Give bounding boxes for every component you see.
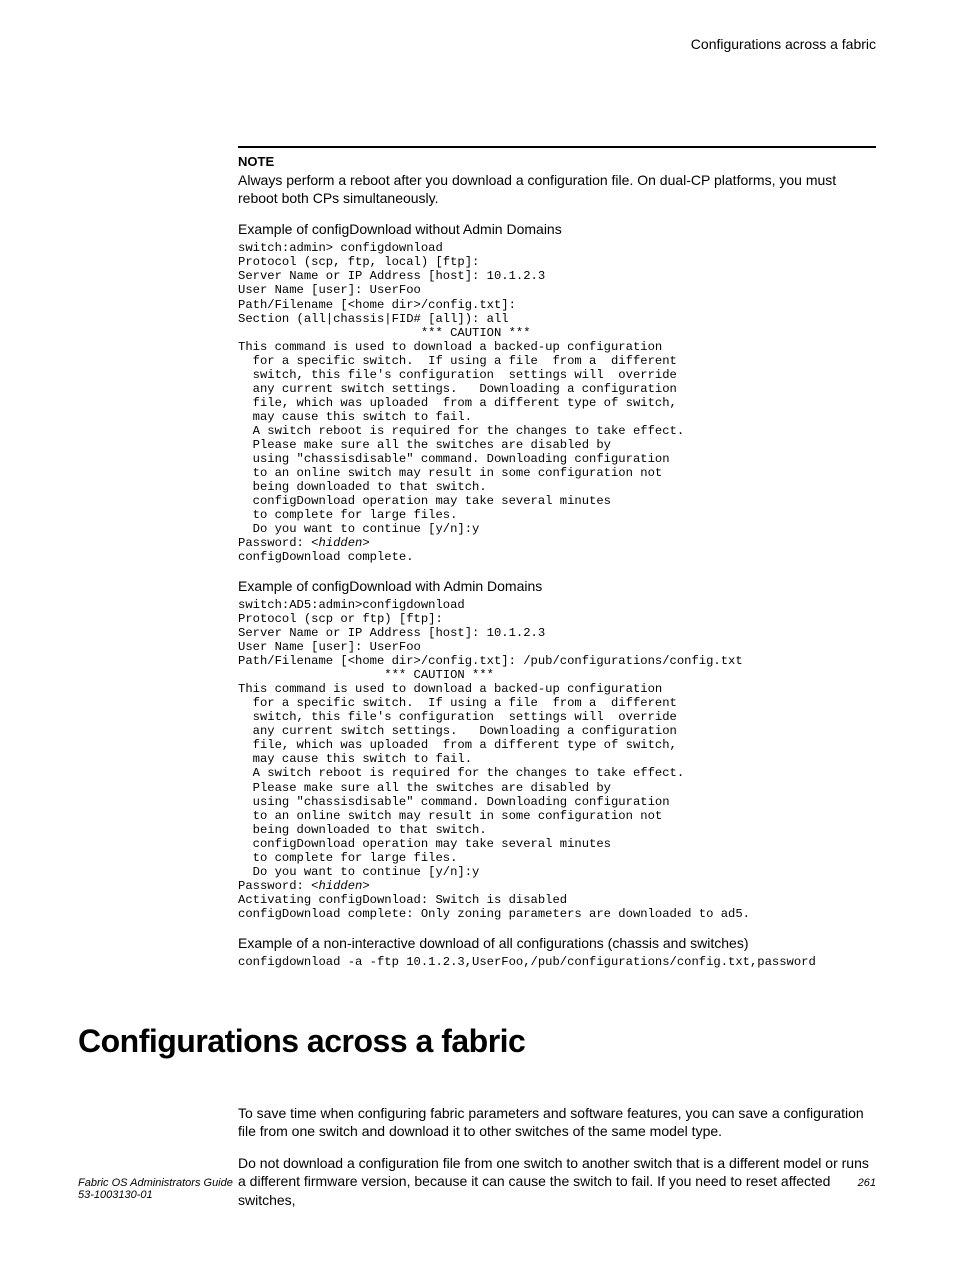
section-heading: Configurations across a fabric xyxy=(78,1023,876,1060)
footer-doc-number: 53-1003130-01 xyxy=(78,1189,876,1201)
section-para-1: To save time when configuring fabric par… xyxy=(238,1104,876,1140)
running-head: Configurations across a fabric xyxy=(78,36,876,52)
footer-doc-title: Fabric OS Administrators Guide xyxy=(78,1177,876,1189)
example2-code: switch:AD5:admin>configdownload Protocol… xyxy=(238,598,876,921)
example1-code: switch:admin> configdownload Protocol (s… xyxy=(238,241,876,564)
note-rule xyxy=(238,146,876,148)
example1-caption: Example of configDownload without Admin … xyxy=(238,221,876,237)
page-footer: 261 Fabric OS Administrators Guide 53-10… xyxy=(78,1177,876,1201)
example3-code: configdownload -a -ftp 10.1.2.3,UserFoo,… xyxy=(238,955,876,969)
note-body: Always perform a reboot after you downlo… xyxy=(238,171,876,207)
example3-caption: Example of a non-interactive download of… xyxy=(238,935,876,951)
note-label: NOTE xyxy=(238,154,876,169)
page-number: 261 xyxy=(858,1177,876,1189)
example2-caption: Example of configDownload with Admin Dom… xyxy=(238,578,876,594)
